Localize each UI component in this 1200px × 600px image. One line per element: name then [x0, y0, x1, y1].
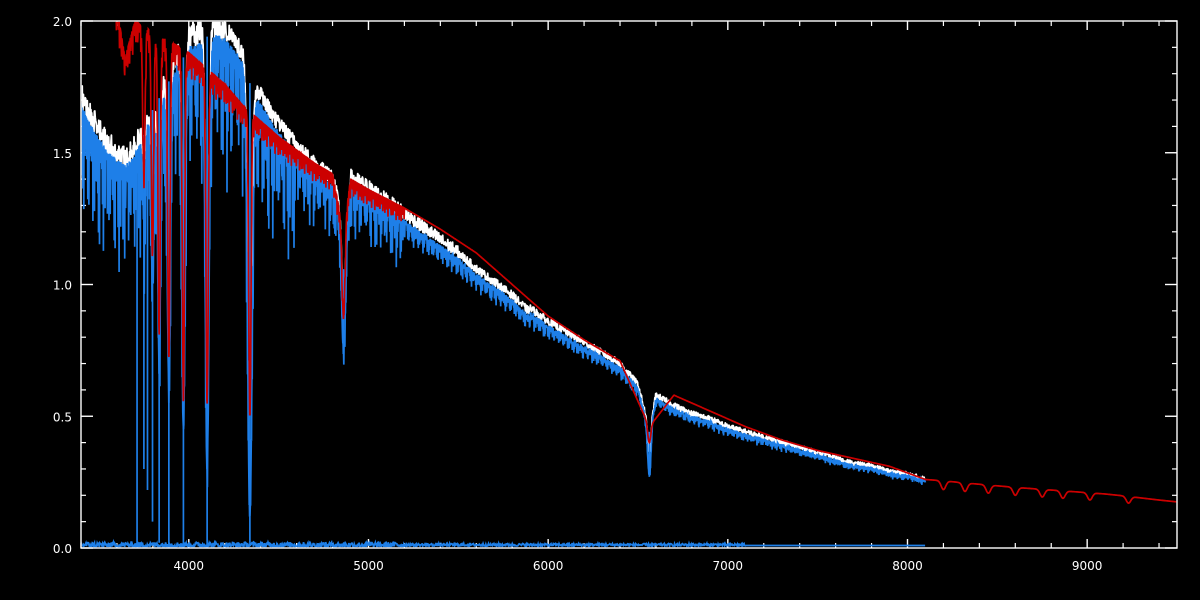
observed-spectrum-line — [81, 21, 927, 482]
data-layer — [81, 21, 1177, 548]
axis-frame — [80, 20, 1178, 549]
theoretical-model-red-line — [115, 21, 1177, 505]
x-tick-label: 4000 — [174, 559, 205, 573]
tick-label-layer: 4000 5000 6000 7000 8000 9000 0.0 0.5 1.0 1.5 2.0 — [53, 15, 1103, 573]
error-array-line — [81, 538, 926, 548]
x-tick-label: 5000 — [353, 559, 384, 573]
x-tick-label: 6000 — [533, 559, 564, 573]
x-tick-label: 9000 — [1072, 559, 1103, 573]
x-tick-label: 7000 — [713, 559, 744, 573]
y-tick-label: 0.5 — [53, 410, 72, 424]
model-spectrum-blue-line — [81, 35, 927, 517]
y-tick-label: 1.0 — [53, 279, 72, 293]
y-tick-label: 0.0 — [53, 542, 72, 556]
y-tick-label: 2.0 — [53, 15, 72, 29]
x-tick-label: 8000 — [892, 559, 923, 573]
y-tick-label: 1.5 — [53, 147, 72, 161]
